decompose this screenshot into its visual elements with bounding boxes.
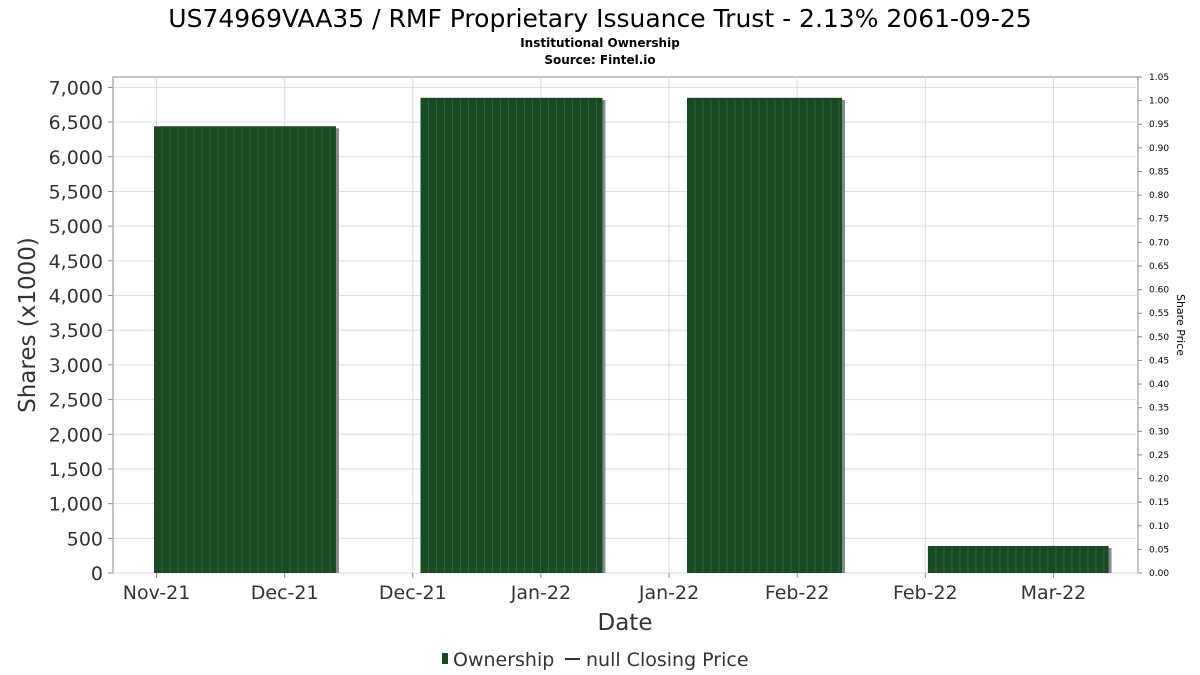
y2-tick-label: 0.60 bbox=[1149, 286, 1169, 296]
x-tick-label: Feb-22 bbox=[765, 582, 830, 604]
y-tick-label: 5,500 bbox=[49, 181, 103, 203]
ownership-bar bbox=[420, 97, 603, 573]
y-tick-label: 4,500 bbox=[49, 251, 103, 273]
legend-closing-price-label: null Closing Price bbox=[586, 649, 749, 671]
y-tick-label: 500 bbox=[67, 528, 103, 550]
y-axis-ticks: 0 500 1,000 1,500 2,000 2,500 3,000 3,500 4,000 4… bbox=[49, 77, 113, 585]
y-axis-label: Shares (x1000) bbox=[15, 237, 41, 413]
y2-tick-label: 0.45 bbox=[1149, 356, 1169, 366]
y2-tick-label: 0.05 bbox=[1149, 545, 1169, 555]
y2-tick-label: 0.95 bbox=[1149, 120, 1169, 130]
y2-tick-label: 0.65 bbox=[1149, 262, 1169, 272]
y-tick-label: 6,500 bbox=[49, 112, 103, 134]
legend: Ownership null Closing Price bbox=[442, 649, 749, 671]
y2-tick-label: 0.85 bbox=[1149, 167, 1169, 177]
chart-title: US74969VAA35 / RMF Proprietary Issuance … bbox=[168, 4, 1031, 33]
y-tick-label: 1,500 bbox=[49, 459, 103, 481]
chart-subtitle: Institutional Ownership bbox=[520, 36, 680, 50]
x-tick-label: Mar-22 bbox=[1021, 582, 1087, 604]
x-tick-label: Nov-21 bbox=[123, 582, 191, 604]
x-tick-label: Feb-22 bbox=[893, 582, 958, 604]
y2-axis-label: Share Price bbox=[1174, 294, 1187, 356]
y-tick-label: 0 bbox=[91, 563, 103, 585]
x-tick-label: Jan-22 bbox=[510, 582, 571, 604]
y2-axis-ticks: 0.00 0.05 0.10 0.15 0.20 0.25 0.30 0.35 0.40 0.45… bbox=[1138, 73, 1169, 579]
y2-tick-label: 1.00 bbox=[1149, 97, 1169, 107]
x-tick-label: Dec-21 bbox=[379, 582, 447, 604]
y2-tick-label: 0.00 bbox=[1149, 569, 1169, 579]
bars bbox=[154, 97, 1112, 573]
y2-tick-label: 0.15 bbox=[1149, 498, 1169, 508]
y2-tick-label: 0.30 bbox=[1149, 427, 1169, 437]
y-tick-label: 1,000 bbox=[49, 494, 103, 516]
legend-ownership-swatch bbox=[442, 653, 448, 664]
x-axis-label: Date bbox=[598, 610, 653, 636]
y2-tick-label: 0.40 bbox=[1149, 380, 1169, 390]
y2-tick-label: 0.35 bbox=[1149, 404, 1169, 414]
y2-tick-label: 0.50 bbox=[1149, 333, 1169, 343]
y2-tick-label: 0.55 bbox=[1149, 309, 1169, 319]
y2-tick-label: 1.05 bbox=[1149, 73, 1169, 83]
y2-tick-label: 0.80 bbox=[1149, 191, 1169, 201]
ownership-bar bbox=[154, 126, 336, 573]
ownership-bar bbox=[927, 545, 1109, 573]
y2-tick-label: 0.10 bbox=[1149, 522, 1169, 532]
x-tick-label: Jan-22 bbox=[638, 582, 699, 604]
y2-tick-label: 0.20 bbox=[1149, 475, 1169, 485]
y-tick-label: 3,000 bbox=[49, 355, 103, 377]
x-tick-label: Dec-21 bbox=[251, 582, 319, 604]
y-tick-label: 6,000 bbox=[49, 147, 103, 169]
y-tick-label: 3,500 bbox=[49, 320, 103, 342]
y-tick-label: 4,000 bbox=[49, 286, 103, 308]
ownership-bar bbox=[687, 97, 843, 573]
y-tick-label: 2,500 bbox=[49, 390, 103, 412]
y-tick-label: 7,000 bbox=[49, 77, 103, 99]
y2-tick-label: 0.75 bbox=[1149, 215, 1169, 225]
chart-source: Source: Fintel.io bbox=[544, 53, 655, 67]
x-axis-ticks: Nov-21 Dec-21 Dec-21 Jan-22 Jan-22 Feb-22 Feb-… bbox=[123, 573, 1087, 604]
y2-tick-label: 0.90 bbox=[1149, 144, 1169, 154]
y-tick-label: 5,000 bbox=[49, 216, 103, 238]
legend-ownership-label: Ownership bbox=[453, 649, 554, 671]
y2-tick-label: 0.70 bbox=[1149, 238, 1169, 248]
y2-tick-label: 0.25 bbox=[1149, 451, 1169, 461]
y-tick-label: 2,000 bbox=[49, 424, 103, 446]
